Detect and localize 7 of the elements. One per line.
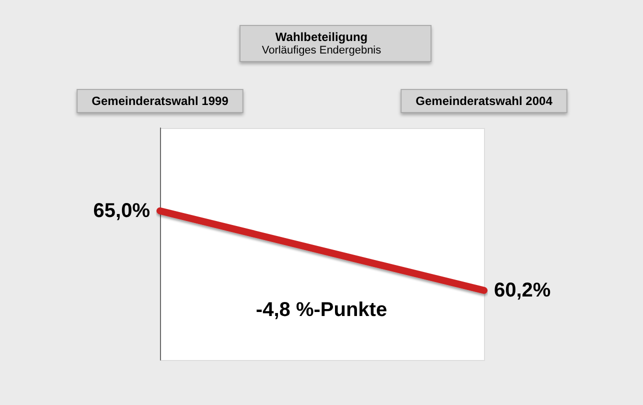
data-label: 60,2%: [494, 279, 551, 302]
chart-title: Wahlbeteiligung: [275, 30, 368, 44]
data-label: 65,0%: [93, 200, 150, 222]
chart-subtitle: Vorläufiges Endergebnis: [262, 44, 382, 56]
x-tick-label: Gemeinderatswahl 2004: [416, 94, 553, 108]
x-tick-label: Gemeinderatswahl 1999: [92, 94, 229, 108]
annotation: -4,8 %-Punkte: [256, 299, 388, 321]
